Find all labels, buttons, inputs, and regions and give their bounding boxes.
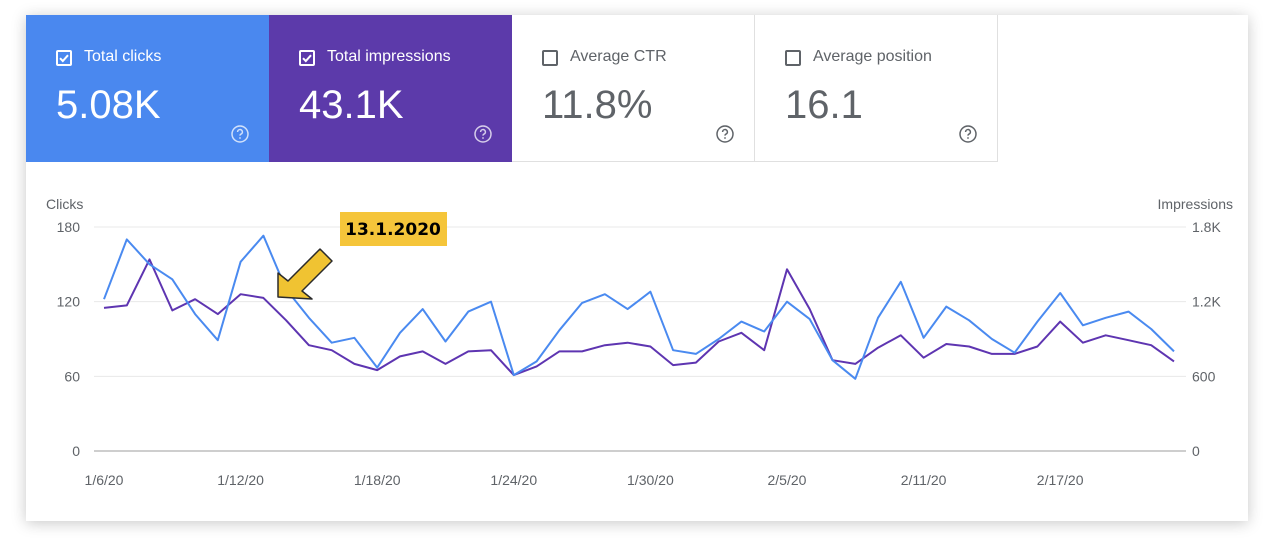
metric-checkbox[interactable]: [542, 50, 558, 66]
x-tick-label: 1/24/20: [490, 472, 537, 488]
y-right-tick-label: 600: [1192, 368, 1216, 384]
total-impressions-tile[interactable]: Total impressions 43.1K: [269, 15, 512, 162]
x-tick-label: 2/11/20: [901, 472, 947, 488]
x-tick-label: 1/18/20: [354, 472, 401, 488]
metric-label: Average position: [813, 48, 932, 65]
grid-layer: [94, 226, 1186, 452]
total-clicks-tile[interactable]: Total clicks 5.08K: [26, 15, 269, 162]
performance-card: Total clicks 5.08K Total impressions 43.1K A…: [26, 15, 1248, 521]
y-right-tick-label: 1.2K: [1192, 294, 1221, 310]
impressions-series-line: [103, 258, 1175, 377]
metric-checkbox[interactable]: [785, 50, 801, 66]
metric-value: 43.1K: [299, 83, 404, 127]
x-tick-labels: 1/6/20 1/12/20 1/18/20 1/24/20 1/30/20 2/5/20…: [85, 472, 1084, 488]
y-right-tick-labels: 0 600 1.2K 1.8K: [1192, 219, 1221, 459]
metric-checkbox[interactable]: [56, 50, 72, 66]
metric-value: 16.1: [785, 83, 863, 127]
help-icon[interactable]: [231, 125, 249, 143]
series-layer: [103, 234, 1175, 380]
y-right-tick-label: 0: [1192, 443, 1200, 459]
y-left-tick-labels: 0 60 120 180: [57, 219, 81, 459]
annotation-badge: [340, 212, 447, 246]
x-tick-label: 2/17/20: [1037, 472, 1084, 488]
annotation-layer: 13.1.2020: [277, 212, 447, 300]
metric-value: 11.8%: [542, 83, 653, 127]
metric-label: Total clicks: [84, 48, 162, 65]
help-icon[interactable]: [959, 125, 977, 143]
metric-value: 5.08K: [56, 83, 161, 127]
y-right-axis-title: Impressions: [1158, 196, 1233, 212]
metric-checkbox[interactable]: [299, 50, 315, 66]
y-left-tick-label: 120: [57, 294, 81, 310]
x-tick-label: 1/12/20: [217, 472, 264, 488]
average-position-tile[interactable]: Average position 16.1: [755, 15, 998, 162]
y-left-tick-label: 0: [72, 443, 80, 459]
clicks-series-line: [103, 234, 1175, 380]
average-ctr-tile[interactable]: Average CTR 11.8%: [512, 15, 755, 162]
y-left-tick-label: 60: [64, 368, 80, 384]
annotation-label: 13.1.2020: [345, 220, 441, 240]
x-tick-label: 1/30/20: [627, 472, 674, 488]
metric-label: Total impressions: [327, 48, 451, 65]
y-left-tick-label: 180: [57, 219, 81, 235]
x-tick-label: 1/6/20: [85, 472, 124, 488]
help-icon[interactable]: [716, 125, 734, 143]
x-tick-label: 2/5/20: [768, 472, 807, 488]
metric-label: Average CTR: [570, 48, 667, 65]
help-icon[interactable]: [474, 125, 492, 143]
annotation-arrow: [277, 248, 333, 300]
y-right-tick-label: 1.8K: [1192, 219, 1221, 235]
y-left-axis-title: Clicks: [46, 196, 83, 212]
performance-chart: Clicks Impressions 0 60 120 180 0 600 1.2K 1.8…: [46, 196, 1233, 488]
